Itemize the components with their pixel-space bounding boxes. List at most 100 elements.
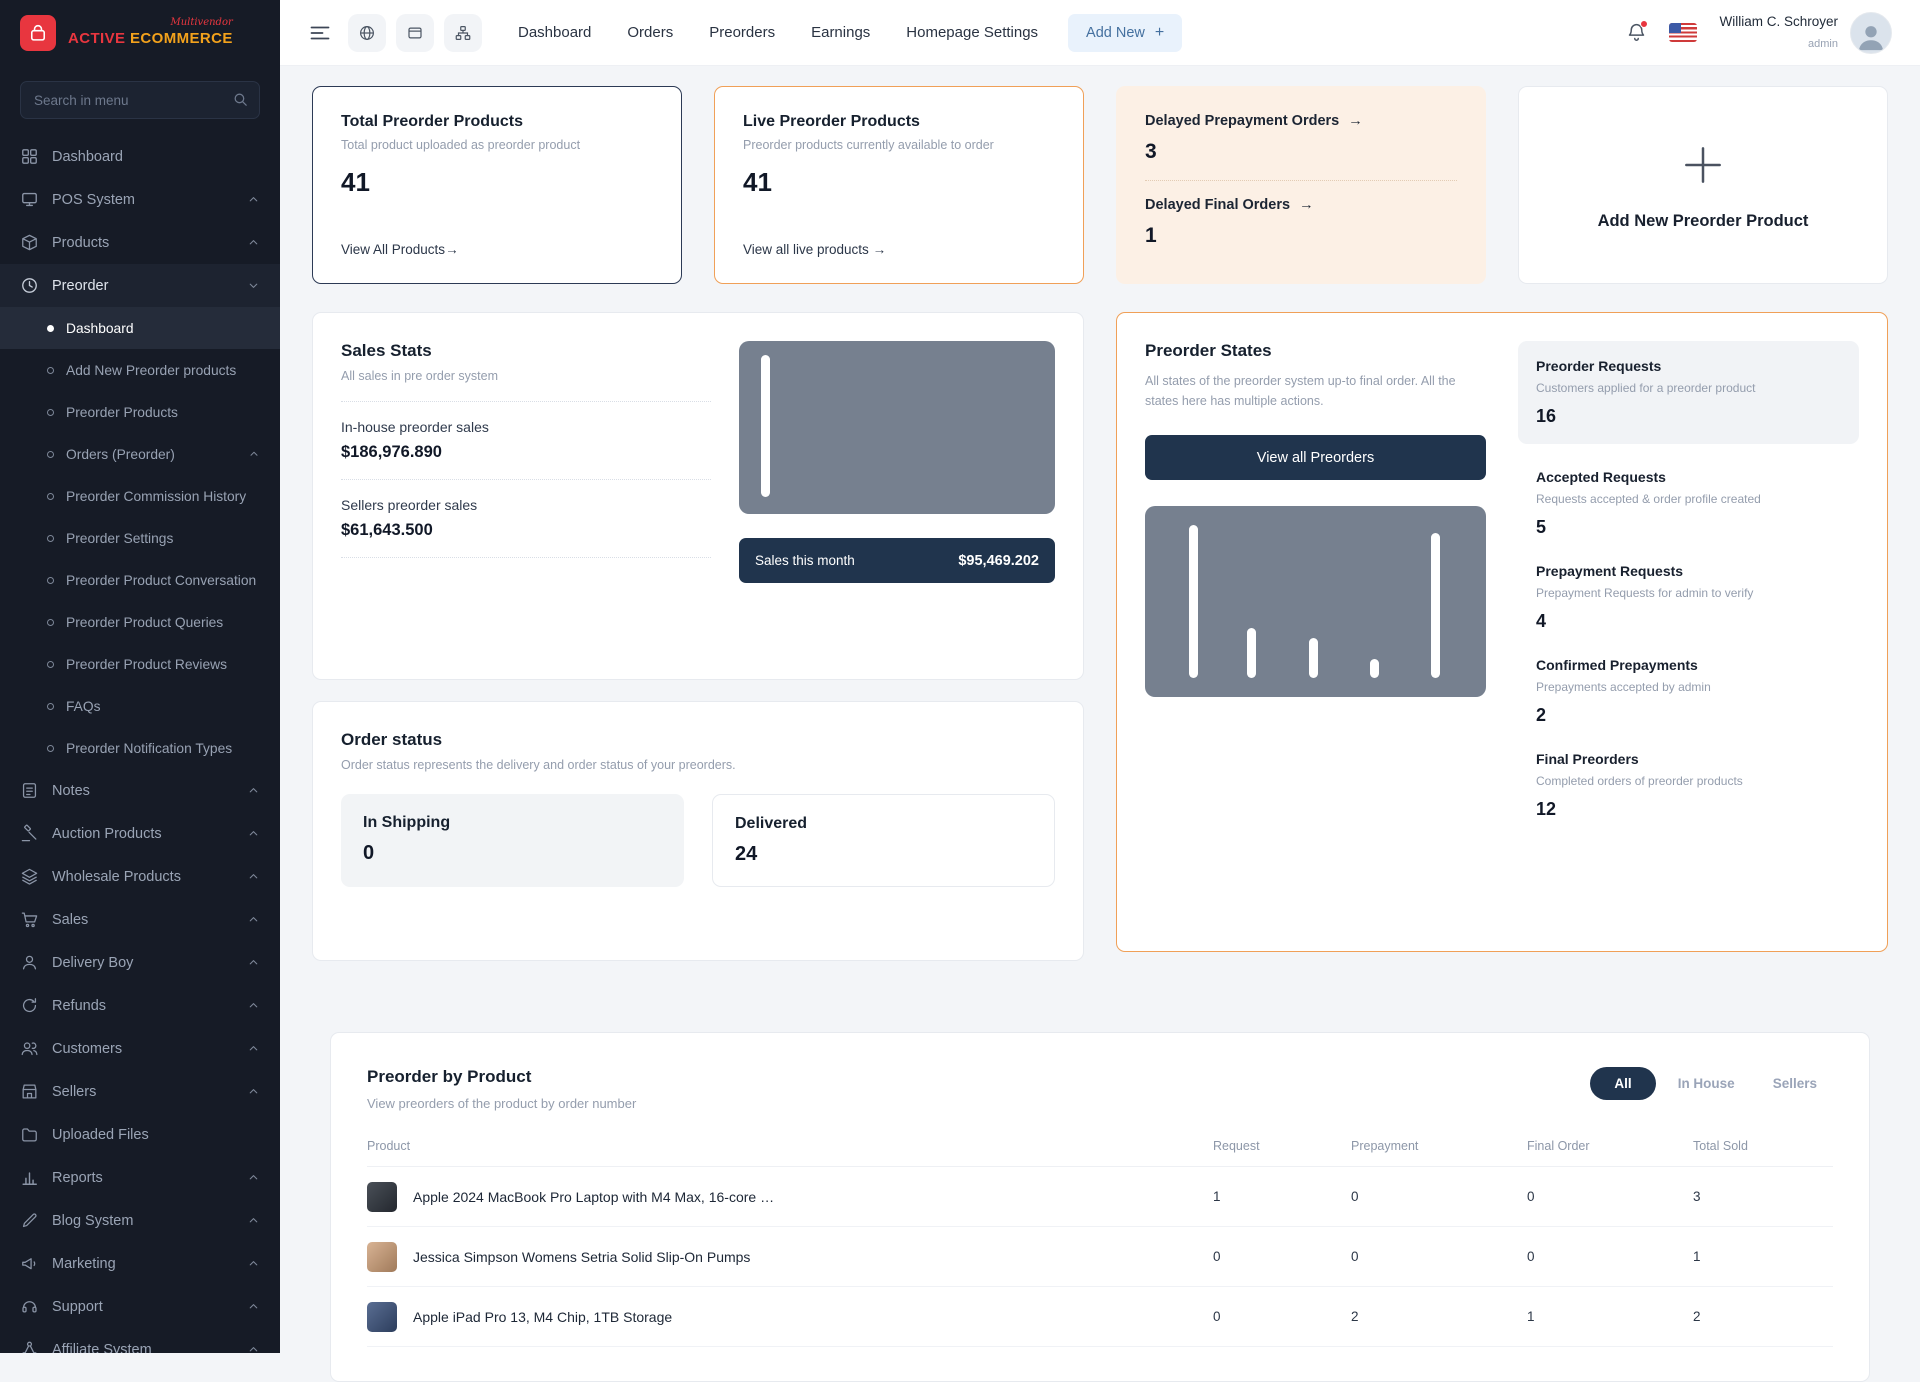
sales-stats-right: Sales this month $95,469.202 <box>739 341 1055 651</box>
tab-sellers[interactable]: Sellers <box>1772 1076 1817 1091</box>
total-preorder-products-card: Total Preorder Products Total product up… <box>312 86 682 284</box>
tab-in-house[interactable]: In House <box>1677 1076 1735 1091</box>
nav-dashboard[interactable]: Dashboard <box>518 24 592 41</box>
nav-earnings[interactable]: Earnings <box>811 24 871 41</box>
tab-all[interactable]: All <box>1590 1067 1656 1100</box>
table-row[interactable]: Jessica Simpson Womens Setria Solid Slip… <box>367 1227 1833 1287</box>
sidebar-item-blog-system[interactable]: Blog System <box>0 1199 280 1242</box>
in-shipping-box: In Shipping 0 <box>341 794 684 887</box>
sidebar-item-dashboard[interactable]: Dashboard <box>0 135 280 178</box>
sidebar-item-preorder[interactable]: Preorder <box>0 264 280 307</box>
clock-icon <box>20 276 39 295</box>
sidebar-collapse-icon[interactable] <box>308 21 332 45</box>
table-header: Product Request Prepayment Final Order T… <box>367 1139 1833 1167</box>
brand-logo[interactable]: Multivendor ACTIVE ECOMMERCE <box>0 0 280 66</box>
bullet-icon <box>47 492 54 500</box>
sitemap-button[interactable] <box>444 13 482 52</box>
sidebar-item-uploaded-files[interactable]: Uploaded Files <box>0 1113 280 1156</box>
globe-icon <box>358 24 376 42</box>
sidebar-item-sales[interactable]: Sales <box>0 898 280 941</box>
user-role: admin <box>1808 37 1838 50</box>
chevron-up-icon <box>247 1085 260 1098</box>
sidebar-item-products[interactable]: Products <box>0 221 280 264</box>
delayed-final-orders-link[interactable]: Delayed Final Orders → <box>1145 197 1314 213</box>
product-thumbnail <box>367 1181 397 1212</box>
user-menu[interactable]: William C. Schroyer admin <box>1719 11 1892 54</box>
view-all-preorders-button[interactable]: View all Preorders <box>1145 435 1486 480</box>
divider <box>341 401 711 402</box>
avatar-icon <box>1854 19 1888 53</box>
sidebar-subitem-preorder-product-queries[interactable]: Preorder Product Queries <box>0 601 280 643</box>
card-title: Total Preorder Products <box>341 113 523 130</box>
live-preorder-products-card: Live Preorder Products Preorder products… <box>714 86 1084 284</box>
chevron-up-icon <box>247 1171 260 1184</box>
view-all-products-link[interactable]: View All Products→ <box>341 242 459 257</box>
sidebar-item-reports[interactable]: Reports <box>0 1156 280 1199</box>
sidebar-subitem-preorder-product-reviews[interactable]: Preorder Product Reviews <box>0 643 280 685</box>
preorder-states-stats: Preorder Requests Customers applied for … <box>1518 341 1859 820</box>
notifications-button[interactable] <box>1626 20 1649 43</box>
confirmed-prepayments-block: Confirmed Prepayments Prepayments accept… <box>1536 657 1711 725</box>
sidebar-item-auction-products[interactable]: Auction Products <box>0 812 280 855</box>
add-new-preorder-product-card[interactable]: Add New Preorder Product <box>1518 86 1888 284</box>
bullet-icon <box>47 618 54 626</box>
divider <box>341 557 711 558</box>
bullet-icon <box>47 534 54 542</box>
visit-site-button[interactable] <box>348 13 386 52</box>
chevron-up-icon <box>247 1042 260 1055</box>
delayed-prepayment-orders-link[interactable]: Delayed Prepayment Orders → <box>1145 113 1363 129</box>
sidebar-item-wholesale-products[interactable]: Wholesale Products <box>0 855 280 898</box>
sales-this-month-value: $95,469.202 <box>958 552 1039 569</box>
monitor-icon <box>20 190 39 209</box>
add-new-button[interactable]: Add New + <box>1068 13 1183 52</box>
sidebar-subitem-preorder-commission-history[interactable]: Preorder Commission History <box>0 475 280 517</box>
sidebar-item-refunds[interactable]: Refunds <box>0 984 280 1027</box>
avatar <box>1850 11 1892 54</box>
sidebar-item-customers[interactable]: Customers <box>0 1027 280 1070</box>
chevron-up-icon <box>247 1214 260 1227</box>
plus-icon: + <box>1154 23 1165 41</box>
menu-search-input[interactable] <box>20 81 260 119</box>
card-title: Live Preorder Products <box>743 113 920 130</box>
nav-preorders[interactable]: Preorders <box>709 24 776 41</box>
summary-cards-row: Total Preorder Products Total product up… <box>312 86 1888 284</box>
browse-website-button[interactable] <box>396 13 434 52</box>
sidebar-item-support[interactable]: Support <box>0 1285 280 1328</box>
sidebar-item-sellers[interactable]: Sellers <box>0 1070 280 1113</box>
nav-homepage-settings[interactable]: Homepage Settings <box>906 24 1039 41</box>
sidebar-item-notes[interactable]: Notes <box>0 769 280 812</box>
sidebar-item-affiliate-system[interactable]: Affiliate System <box>0 1328 280 1353</box>
grid-icon <box>20 147 39 166</box>
note-icon <box>20 781 39 800</box>
preorder-states-card: Preorder States All states of the preord… <box>1116 312 1888 952</box>
sidebar-menu: Dashboard POS System Products Preorder D… <box>0 135 280 1353</box>
bullet-icon <box>47 366 54 374</box>
inhouse-sales-value: $186,976.890 <box>341 443 442 461</box>
card-subtitle: Order status represents the delivery and… <box>341 758 736 772</box>
preorder-product-table: Product Request Prepayment Final Order T… <box>367 1139 1833 1347</box>
view-all-live-products-link[interactable]: View all live products → <box>743 242 887 257</box>
sidebar-subitem-faqs[interactable]: FAQs <box>0 685 280 727</box>
browser-icon <box>406 24 424 42</box>
card-subtitle: Total product uploaded as preorder produ… <box>341 138 581 152</box>
gavel-icon <box>20 824 39 843</box>
sidebar-subitem-orders-preorder[interactable]: Orders (Preorder) <box>0 433 280 475</box>
sidebar-subitem-preorder-product-conversation[interactable]: Preorder Product Conversation <box>0 559 280 601</box>
language-flag-us[interactable] <box>1669 23 1698 42</box>
sidebar-item-pos-system[interactable]: POS System <box>0 178 280 221</box>
table-row[interactable]: Apple 2024 MacBook Pro Laptop with M4 Ma… <box>367 1167 1833 1227</box>
table-row[interactable]: Apple iPad Pro 13, M4 Chip, 1TB Storage … <box>367 1287 1833 1347</box>
nav-orders[interactable]: Orders <box>627 24 674 41</box>
sidebar-subitem-preorder-settings[interactable]: Preorder Settings <box>0 517 280 559</box>
delivered-box: Delivered 24 <box>712 794 1055 887</box>
sidebar-subitem-preorder-dashboard[interactable]: Dashboard <box>0 307 280 349</box>
sidebar-item-delivery-boy[interactable]: Delivery Boy <box>0 941 280 984</box>
megaphone-icon <box>20 1254 39 1273</box>
sidebar-item-marketing[interactable]: Marketing <box>0 1242 280 1285</box>
preorder-states-chart <box>1145 506 1486 697</box>
sidebar-subitem-preorder-notification-types[interactable]: Preorder Notification Types <box>0 727 280 769</box>
preorder-requests-block: Preorder Requests Customers applied for … <box>1518 341 1859 444</box>
sidebar-subitem-preorder-products[interactable]: Preorder Products <box>0 391 280 433</box>
bullet-icon <box>47 324 54 332</box>
sidebar-subitem-add-new-preorder-products[interactable]: Add New Preorder products <box>0 349 280 391</box>
